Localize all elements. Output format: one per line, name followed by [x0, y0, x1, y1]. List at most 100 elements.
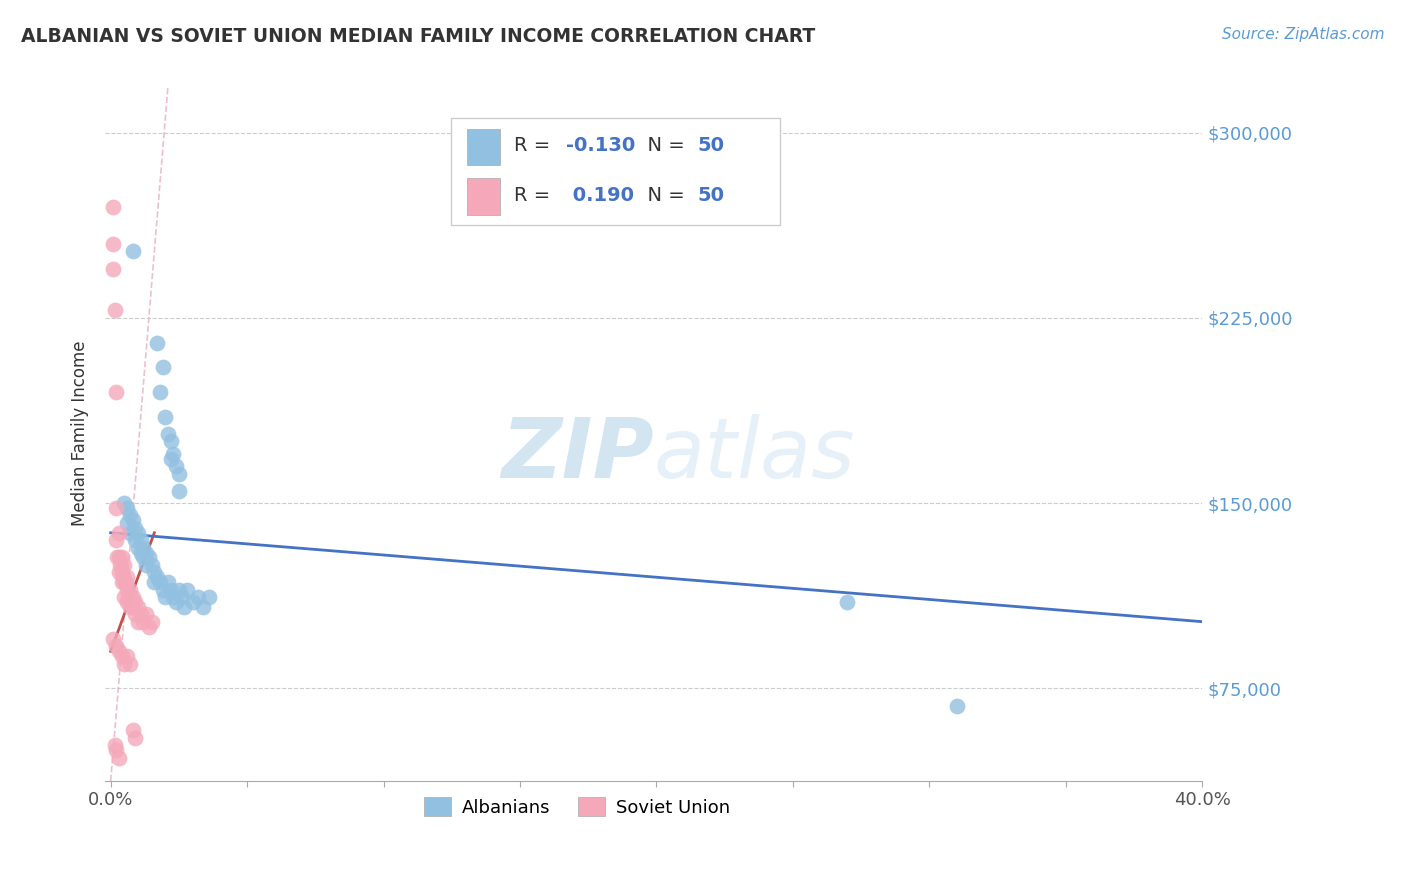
Point [124, 607, 146, 622]
Point [115, 516, 138, 530]
Point [114, 575, 136, 590]
Point [112, 590, 135, 604]
Point [115, 501, 138, 516]
Point [837, 595, 859, 609]
Point [104, 738, 127, 752]
Point [110, 566, 132, 580]
Point [129, 607, 152, 622]
Point [124, 731, 146, 745]
Point [176, 582, 198, 597]
Point [132, 541, 155, 555]
Point [107, 550, 129, 565]
Text: 0.190: 0.190 [567, 186, 634, 204]
Text: R =: R = [515, 136, 557, 155]
Point [141, 615, 163, 629]
Point [193, 599, 215, 614]
Point [138, 550, 160, 565]
Point [105, 640, 128, 654]
Point [146, 570, 169, 584]
Point [141, 558, 163, 572]
Point [149, 384, 172, 399]
Text: R =: R = [515, 186, 557, 204]
Point [124, 595, 146, 609]
Point [110, 550, 132, 565]
Point [167, 582, 190, 597]
Point [127, 541, 149, 555]
Point [129, 545, 152, 559]
Point [156, 575, 179, 590]
Point [135, 545, 157, 559]
Point [127, 615, 149, 629]
Point [105, 384, 128, 399]
Point [118, 525, 141, 540]
Point [115, 570, 138, 584]
Point [165, 459, 187, 474]
Text: 50: 50 [697, 186, 724, 204]
Point [165, 595, 187, 609]
Point [108, 750, 131, 764]
Point [105, 533, 128, 548]
Point [108, 644, 131, 658]
Point [108, 525, 131, 540]
Point [132, 615, 155, 629]
Point [121, 723, 143, 738]
Point [127, 599, 149, 614]
Point [121, 513, 143, 527]
Point [121, 590, 143, 604]
Point [162, 447, 184, 461]
Point [101, 200, 124, 214]
Point [149, 575, 172, 590]
Point [138, 620, 160, 634]
Point [103, 236, 125, 251]
Point [121, 244, 143, 259]
Point [187, 590, 209, 604]
Point [117, 590, 139, 604]
Point [118, 508, 141, 523]
Point [118, 582, 141, 597]
Point [152, 360, 174, 375]
Point [143, 575, 166, 590]
Point [112, 558, 135, 572]
Point [105, 501, 128, 516]
Point [115, 595, 138, 609]
Point [132, 550, 155, 565]
Point [120, 595, 142, 609]
FancyBboxPatch shape [467, 178, 501, 214]
Point [155, 590, 177, 604]
Point [110, 558, 132, 572]
Y-axis label: Median Family Income: Median Family Income [72, 341, 89, 526]
Point [129, 533, 152, 548]
Point [152, 582, 174, 597]
Point [110, 575, 132, 590]
Point [156, 427, 179, 442]
Point [121, 599, 143, 614]
Point [181, 595, 204, 609]
Point [127, 525, 149, 540]
Point [159, 582, 181, 597]
Point [103, 632, 125, 646]
Point [111, 570, 134, 584]
Point [115, 649, 138, 664]
Point [159, 434, 181, 449]
Text: Source: ZipAtlas.com: Source: ZipAtlas.com [1222, 27, 1385, 42]
Point [118, 657, 141, 671]
Point [103, 261, 125, 276]
Point [167, 483, 190, 498]
Point [146, 335, 169, 350]
Point [112, 575, 135, 590]
Point [162, 590, 184, 604]
Point [155, 409, 177, 424]
Text: N =: N = [636, 186, 692, 204]
Point [115, 582, 138, 597]
Point [124, 521, 146, 535]
FancyBboxPatch shape [451, 118, 780, 226]
Text: N =: N = [636, 136, 692, 155]
Point [135, 607, 157, 622]
Text: -0.130: -0.130 [567, 136, 636, 155]
Point [143, 566, 166, 580]
Legend: Albanians, Soviet Union: Albanians, Soviet Union [418, 790, 737, 824]
Point [112, 657, 135, 671]
FancyBboxPatch shape [467, 128, 501, 165]
Point [104, 303, 127, 318]
Point [118, 599, 141, 614]
